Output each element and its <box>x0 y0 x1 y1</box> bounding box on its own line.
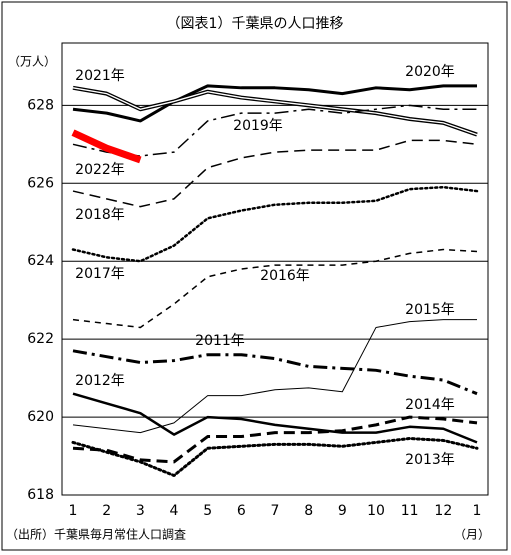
series-line-inner <box>72 87 478 136</box>
y-tick-label: 620 <box>27 409 54 425</box>
x-axis-label: （月） <box>454 528 490 542</box>
x-tick-label: 5 <box>203 503 212 519</box>
series-label: 2017年 <box>75 266 125 282</box>
y-axis-label: （万人） <box>8 55 56 69</box>
series-label: 2022年 <box>75 162 125 178</box>
series-line <box>71 185 479 263</box>
x-tick-label: 8 <box>304 503 313 519</box>
series-label: 2011年 <box>195 333 245 349</box>
chart-title: （図表1）千葉県の人口推移 <box>167 16 344 32</box>
x-tick-label: 3 <box>136 503 145 519</box>
source: （出所）千葉県毎月常住人口調査 <box>6 527 186 542</box>
series-label: 2019年 <box>233 118 283 134</box>
x-tick-label: 1 <box>69 503 78 519</box>
x-tick-label: 10 <box>367 503 385 519</box>
series-label: 2016年 <box>260 268 310 284</box>
series-label: 2012年 <box>75 373 125 389</box>
y-tick-label: 618 <box>27 487 54 503</box>
series-line <box>72 248 478 329</box>
series-line <box>72 319 477 434</box>
y-tick-label: 624 <box>27 253 54 269</box>
series-line <box>71 437 479 478</box>
series-line <box>72 415 478 464</box>
x-tick-label: 11 <box>401 503 419 519</box>
series-label: 2018年 <box>75 207 125 223</box>
series-line <box>72 104 477 157</box>
series-line <box>71 129 142 164</box>
y-tick-label: 622 <box>27 331 54 347</box>
series-line <box>72 139 478 208</box>
x-tick-label: 2 <box>102 503 111 519</box>
series-label: 2014年 <box>405 397 455 413</box>
x-tick-label: 7 <box>271 503 280 519</box>
series-line <box>72 349 478 396</box>
y-tick-label: 626 <box>27 175 54 191</box>
series-line <box>72 392 478 444</box>
x-tick-label: 6 <box>237 503 246 519</box>
x-tick-label: 12 <box>434 503 452 519</box>
series-label: 2015年 <box>405 302 455 318</box>
y-tick-label: 628 <box>27 97 54 113</box>
x-tick-label: 1 <box>473 503 482 519</box>
series-label: 2013年 <box>405 452 455 468</box>
x-tick-label: 9 <box>338 503 347 519</box>
series-label: 2021年 <box>75 68 125 84</box>
series-label: 2020年 <box>405 64 455 80</box>
series-line <box>72 84 477 123</box>
x-tick-label: 4 <box>170 503 179 519</box>
